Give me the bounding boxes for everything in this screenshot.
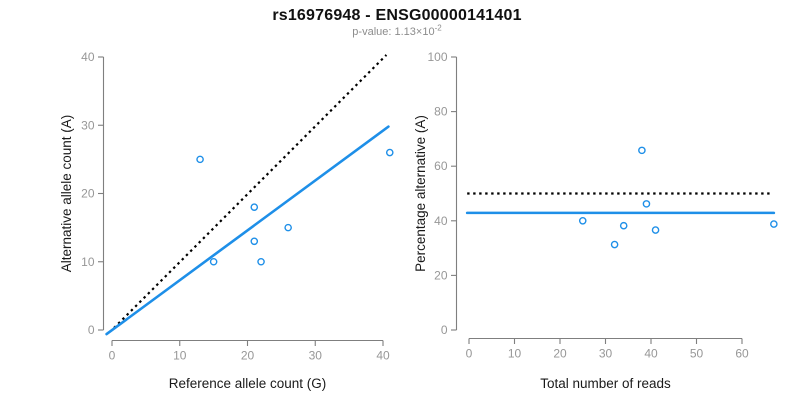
y-tick-label: 40 (434, 214, 448, 228)
panel-right: 0 20 40 60 80 100 0 10 20 30 40 50 60 Total number of… (413, 50, 778, 391)
x-tick-label: 60 (735, 347, 749, 361)
data-point (610, 240, 619, 249)
x-tick-label: 20 (553, 347, 567, 361)
regression-line (105, 125, 390, 336)
figure-subtitle: p-value: 1.13×10-2 (0, 23, 794, 38)
y-tick-label: 20 (434, 268, 448, 282)
data-point (257, 257, 265, 266)
x-tick-label: 30 (309, 349, 323, 363)
x-tick-label: 20 (241, 349, 255, 363)
x-tick-label: 0 (466, 347, 473, 361)
data-point (770, 220, 778, 228)
data-point (651, 226, 660, 234)
y-tick-label: 0 (88, 323, 95, 337)
x-tick-label: 50 (690, 347, 704, 361)
y-tick-label: 0 (441, 323, 448, 337)
x-tick-label: 10 (508, 347, 522, 361)
x-tick-label: 0 (109, 349, 116, 363)
p-value-exponent: -2 (434, 23, 442, 33)
y-axis-title: Percentage alternative (A) (413, 115, 428, 272)
identity-line-50pct (113, 54, 388, 329)
data-point (619, 221, 628, 230)
data-point (578, 216, 587, 225)
panel-left: 0 10 20 30 40 0 10 20 30 40 Reference allele count… (59, 50, 394, 391)
data-point (209, 257, 218, 266)
data-point (250, 237, 259, 246)
x-tick-label: 30 (599, 347, 613, 361)
x-tick-label: 10 (173, 349, 187, 363)
data-point (642, 200, 651, 208)
y-tick-label: 10 (81, 255, 95, 269)
y-tick-label: 80 (434, 105, 448, 119)
y-tick-label: 100 (427, 50, 447, 64)
y-tick-label: 20 (81, 187, 95, 201)
x-tick-label: 40 (376, 349, 390, 363)
p-value-mantissa: 1.13×10 (394, 26, 435, 38)
data-point (638, 146, 646, 155)
y-tick-label: 30 (81, 118, 95, 132)
y-tick-label: 40 (81, 50, 95, 64)
figure-title: rs16976948 - ENSG00000141401 (272, 7, 522, 24)
x-axis-title: Total number of reads (540, 376, 671, 391)
data-point (385, 148, 394, 157)
y-axis-title: Alternative allele count (A) (59, 115, 74, 273)
y-tick-label: 60 (434, 159, 448, 173)
data-point (250, 203, 259, 211)
x-tick-label: 40 (644, 347, 658, 361)
data-point (284, 223, 292, 232)
x-axis-title: Reference allele count (G) (169, 376, 327, 391)
data-point (196, 155, 204, 164)
p-value-label: p-value: (352, 26, 395, 38)
